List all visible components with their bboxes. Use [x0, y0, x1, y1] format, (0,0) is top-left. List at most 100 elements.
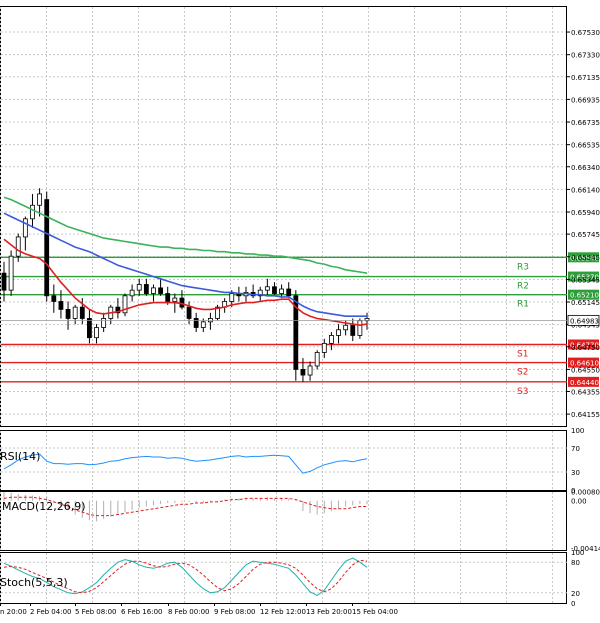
candle [272, 282, 277, 296]
rsi-line [3, 453, 368, 474]
candle-body-up [72, 306, 78, 319]
candle [215, 304, 220, 321]
rsi-label: RSI(14) [0, 450, 40, 463]
x-tick-label: 5 Feb 08:00 [75, 608, 116, 616]
candle-body-up [151, 287, 156, 294]
candle-body-up [215, 306, 220, 319]
candle [300, 358, 306, 382]
candle [293, 290, 299, 381]
candle-body-down [79, 306, 85, 319]
moving-averages [3, 196, 368, 327]
current-price-tag: 0.64983 [567, 314, 600, 326]
price-tick-label: 0.66735 [571, 119, 600, 127]
level-price-tag-s3: 0.64440 [568, 376, 599, 387]
candle [158, 278, 163, 296]
candle-body-up [357, 320, 363, 336]
level-tag-bg [568, 271, 599, 282]
price-tick-label: 0.67330 [571, 52, 600, 60]
candle-body-up [122, 295, 128, 314]
candle-body-up [8, 255, 14, 291]
level-name-r1: R1 [517, 300, 529, 310]
x-tick-label: 2 Feb 04:00 [30, 608, 71, 616]
candle-body-down [51, 295, 57, 302]
level-tag-bg [568, 357, 599, 368]
candle-body-down [186, 306, 192, 319]
candle-body-up [172, 297, 178, 302]
level-tag-text: 0.64440 [570, 379, 599, 387]
candle-body-up [264, 286, 270, 291]
candle [136, 278, 142, 296]
candle [151, 284, 156, 302]
rsi-tick-label: 70 [571, 445, 580, 453]
candle [79, 298, 85, 325]
level-price-tag-s1: 0.64770 [568, 339, 599, 350]
rsi-panel: 100 70 30 0 [1, 427, 584, 495]
candle-body-down [286, 288, 292, 297]
candle-body-up [136, 284, 142, 291]
panel-frame-1 [0, 430, 567, 491]
macd-tick-label: 0.00 [571, 498, 587, 506]
macd-panel: 0.000807 0.00 -0.004142 [3, 488, 600, 553]
candle-body-down [1, 272, 7, 291]
candle-body-down [58, 301, 64, 310]
candle [58, 290, 64, 319]
candle-body-down [158, 287, 163, 294]
ma-fast-line [3, 238, 368, 327]
candle [87, 309, 92, 344]
candle-body-up [30, 204, 35, 220]
level-price-tag-r2: 0.65370 [568, 271, 599, 282]
candle-body-down [143, 284, 149, 294]
candle [329, 332, 334, 351]
candle [279, 284, 284, 299]
candle-body-up [22, 218, 28, 238]
price-tick-label: 0.66340 [571, 164, 600, 172]
level-name-s1: S1 [517, 349, 528, 359]
candle-body-down [44, 199, 50, 297]
candle [101, 312, 107, 333]
candle-body-up [94, 327, 99, 339]
macd-tick-label: -0.004142 [571, 545, 600, 553]
panel-frame-0 [0, 6, 567, 427]
stoch-tick-label: 80 [571, 559, 580, 567]
candle [321, 338, 327, 359]
candle-body-down [300, 368, 306, 376]
candle [264, 278, 270, 296]
candle-body-down [65, 308, 71, 319]
candle-body-up [329, 335, 334, 344]
gridlines [0, 7, 566, 603]
x-tick-label: n 20:00 [0, 608, 27, 616]
level-tag-text: 0.64610 [570, 360, 599, 368]
candle [314, 350, 320, 370]
level-tag-bg [568, 252, 599, 263]
candle-body-up [15, 236, 21, 257]
candle [350, 318, 356, 342]
price-tick-label: 0.64550 [571, 366, 600, 374]
candle [193, 312, 199, 333]
stoch-tick-label: 20 [571, 590, 580, 598]
price-axis: 0.67530 0.67330 0.67135 0.66935 0.66735 0.665… [1, 29, 600, 419]
price-tick-label: 0.66535 [571, 142, 600, 150]
rsi-tick-label: 0 [571, 487, 575, 495]
level-tag-text: 0.64770 [570, 341, 599, 349]
candle [1, 261, 7, 302]
candle [94, 324, 99, 344]
ma-mid-line [3, 212, 367, 318]
candle [72, 304, 78, 325]
candle-body-up [257, 289, 263, 297]
level-tag-bg [568, 289, 599, 300]
current-price-tag-bg [567, 314, 600, 326]
candle [357, 318, 363, 339]
candle [51, 284, 57, 313]
price-tick-label: 0.64355 [571, 388, 600, 396]
candle [286, 282, 292, 299]
level-tag-text: 0.65370 [570, 274, 599, 282]
candle [307, 361, 313, 381]
candle [22, 216, 28, 251]
candle-body-down [179, 297, 185, 308]
stoch-panel: 100 80 20 0 [1, 549, 584, 608]
candle-body-down [115, 306, 121, 314]
stoch-label: Stoch(5,5,3) [0, 576, 68, 589]
x-tick-label: 6 Feb 16:00 [121, 608, 162, 616]
time-axis: n 20:00 2 Feb 04:00 5 Feb 08:00 6 Feb 16:00… [0, 603, 398, 616]
